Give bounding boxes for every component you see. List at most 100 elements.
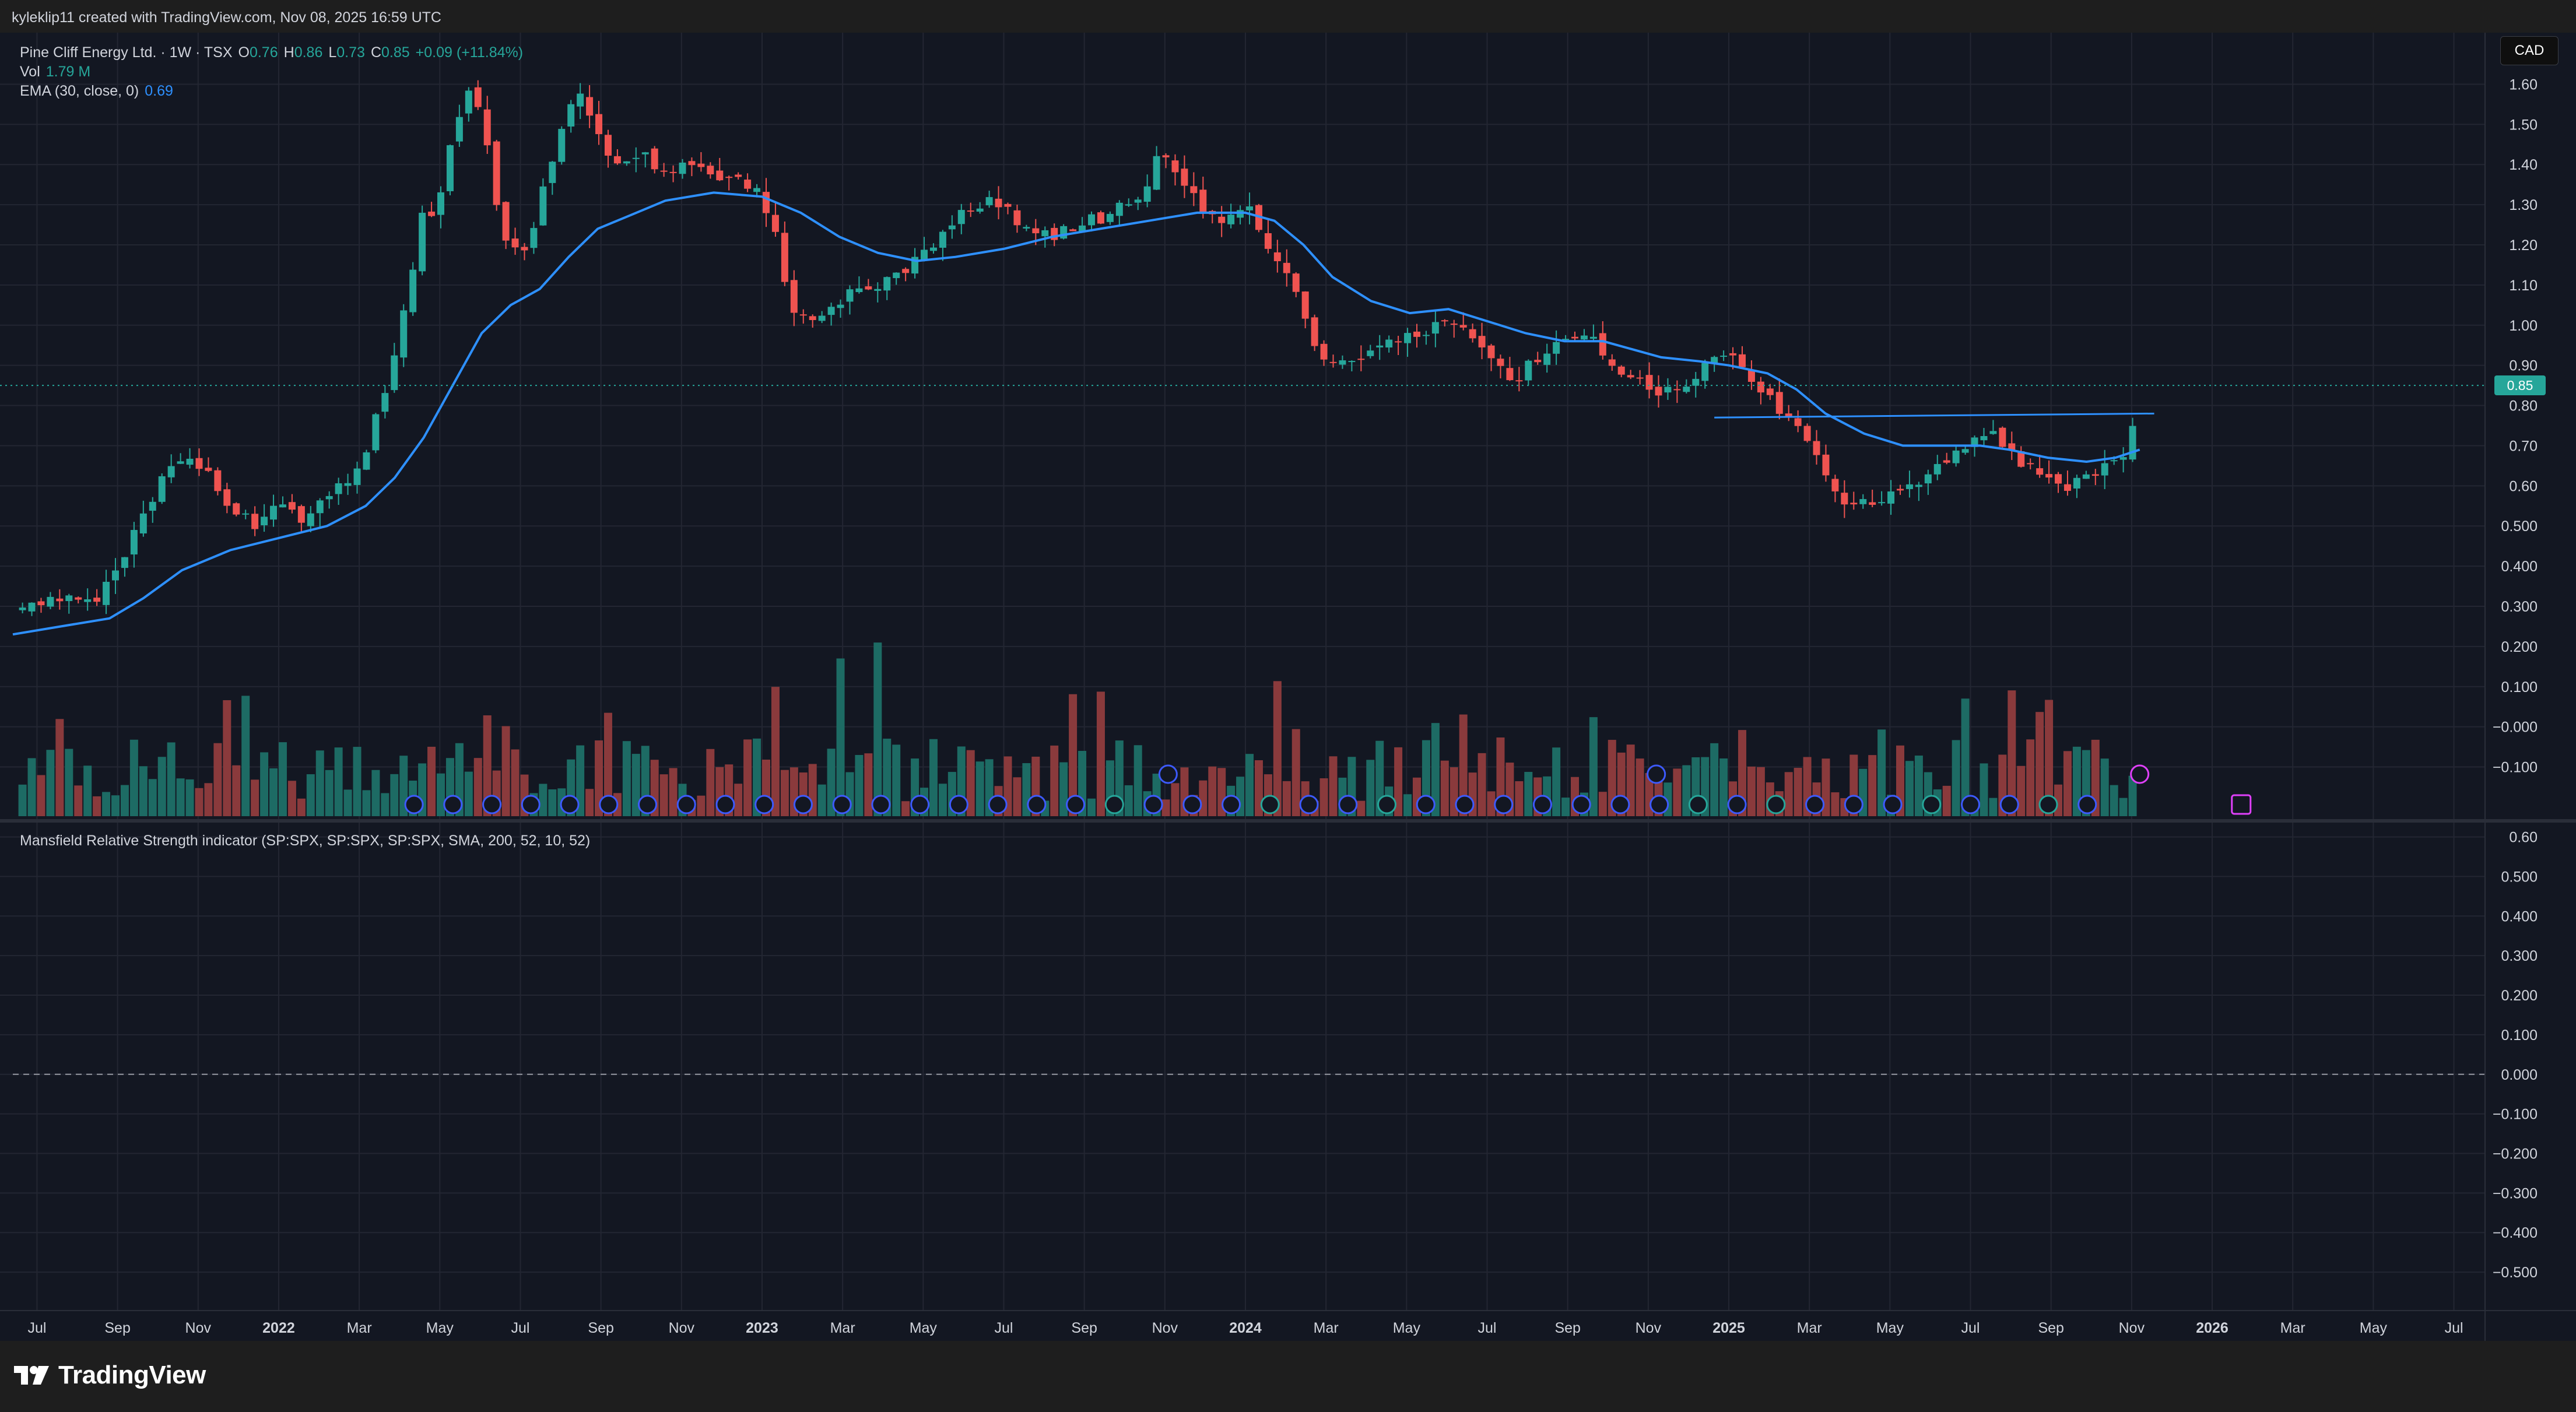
dividend-marker-icon[interactable] <box>599 795 619 814</box>
volume-bar <box>1961 698 1970 816</box>
candle-body <box>1933 463 1941 475</box>
dividend-marker-icon[interactable] <box>521 795 541 814</box>
dividend-marker-icon[interactable] <box>638 795 658 814</box>
volume-bar <box>1319 778 1328 816</box>
y-tick-label: −0.000 <box>2493 719 2538 736</box>
y-tick-label: 0.80 <box>2509 398 2538 415</box>
candle-body <box>1775 392 1783 414</box>
volume-bar <box>204 783 213 816</box>
earnings-marker-icon[interactable] <box>1104 795 1124 814</box>
dividend-marker-icon[interactable] <box>1727 795 1747 814</box>
candle-body <box>1961 449 1969 453</box>
tradingview-logo[interactable]: TradingView <box>13 1361 206 1390</box>
dividend-marker-icon[interactable] <box>1158 764 1178 784</box>
candle-body <box>1413 331 1420 337</box>
dividend-marker-icon[interactable] <box>1610 795 1630 814</box>
dividend-marker-icon[interactable] <box>1066 795 1086 814</box>
dividend-marker-icon[interactable] <box>793 795 813 814</box>
dividend-marker-icon[interactable] <box>1571 795 1591 814</box>
dividend-marker-icon[interactable] <box>443 795 463 814</box>
candle-body <box>688 161 696 166</box>
dividend-marker-icon[interactable] <box>1647 764 1666 784</box>
dividend-marker-icon[interactable] <box>1027 795 1047 814</box>
dividend-marker-icon[interactable] <box>1961 795 1981 814</box>
chart-area[interactable]: 1.60 1.50 1.40 1.30 1.20 1.10 1.00 0.90 0.80 0.70… <box>0 0 2576 1341</box>
earnings-marker-icon[interactable] <box>1260 795 1280 814</box>
dividend-marker-icon[interactable] <box>1222 795 1241 814</box>
candle-body <box>372 414 380 451</box>
candle-body <box>1041 230 1049 237</box>
candle-body <box>158 476 166 502</box>
dividend-marker-icon[interactable] <box>1494 795 1514 814</box>
dividend-marker-icon[interactable] <box>1182 795 1202 814</box>
dividend-marker-icon[interactable] <box>1455 795 1475 814</box>
volume-bar <box>697 795 706 816</box>
dividend-marker-icon[interactable] <box>1883 795 1903 814</box>
volume-bar <box>1133 745 1142 816</box>
volume-bar <box>1980 763 1988 816</box>
dividend-marker-icon[interactable] <box>1650 795 1669 814</box>
dividend-marker-icon[interactable] <box>832 795 852 814</box>
candle-body <box>335 483 342 494</box>
earnings-marker-icon[interactable] <box>1377 795 1396 814</box>
volume-bar <box>548 789 557 816</box>
candle-body <box>660 170 668 172</box>
volume-bar <box>1013 777 1022 816</box>
dividend-marker-icon[interactable] <box>871 795 891 814</box>
candle-body <box>205 468 212 471</box>
volume-bar <box>1905 761 1914 816</box>
candle-body <box>1469 329 1476 339</box>
volume-bar <box>1059 762 1068 816</box>
earnings-marker-icon[interactable] <box>1766 795 1786 814</box>
volume-bar <box>892 744 901 816</box>
earnings-marker-icon[interactable] <box>2038 795 2058 814</box>
dividend-marker-icon[interactable] <box>404 795 424 814</box>
y-tick-label: 0.500 <box>2501 869 2538 885</box>
dividend-marker-icon[interactable] <box>1143 795 1163 814</box>
dividend-marker-icon[interactable] <box>1338 795 1358 814</box>
dividend-marker-icon[interactable] <box>715 795 735 814</box>
indicator-label[interactable]: Mansfield Relative Strength indicator (S… <box>20 833 591 849</box>
candle-body <box>827 307 835 315</box>
ema-label[interactable]: EMA (30, close, 0) <box>20 83 139 99</box>
earnings-marker-icon[interactable] <box>1922 795 1942 814</box>
symbol-title[interactable]: Pine Cliff Energy Ltd. · 1W · TSX <box>20 44 233 61</box>
volume-bar <box>1394 747 1403 816</box>
volume-bar <box>93 796 101 816</box>
dividend-marker-icon[interactable] <box>1999 795 2019 814</box>
dividend-marker-icon[interactable] <box>1299 795 1319 814</box>
dividend-marker-icon[interactable] <box>2077 795 2097 814</box>
candle-body <box>651 148 658 170</box>
volume-bar <box>1124 785 1133 816</box>
volume-bar <box>855 754 864 816</box>
dividend-marker-icon[interactable] <box>988 795 1008 814</box>
dividend-marker-icon[interactable] <box>910 795 930 814</box>
dividend-marker-icon[interactable] <box>1416 795 1436 814</box>
dividend-marker-icon[interactable] <box>676 795 696 814</box>
x-tick-label: May <box>910 1320 938 1336</box>
candle-body <box>1292 273 1300 292</box>
y-tick-label: −0.200 <box>2493 1146 2538 1162</box>
volume-bar <box>1199 780 1208 816</box>
split-marker-icon[interactable] <box>2130 764 2150 784</box>
volume-label[interactable]: Vol <box>20 64 40 80</box>
candle-body <box>1655 387 1662 396</box>
dividend-marker-icon[interactable] <box>754 795 774 814</box>
dividend-marker-icon[interactable] <box>482 795 502 814</box>
future-earnings-marker-icon[interactable] <box>2231 794 2252 815</box>
candle-body <box>233 503 240 515</box>
dividend-marker-icon[interactable] <box>949 795 968 814</box>
dividend-marker-icon[interactable] <box>1844 795 1863 814</box>
earnings-marker-icon[interactable] <box>1688 795 1708 814</box>
dividend-marker-icon[interactable] <box>1805 795 1825 814</box>
currency-button[interactable]: CAD <box>2500 36 2559 65</box>
tradingview-logo-icon <box>14 1366 49 1385</box>
dividend-marker-icon[interactable] <box>560 795 580 814</box>
candle-body <box>707 166 714 175</box>
x-tick-label: Sep <box>1554 1320 1580 1336</box>
dividend-marker-icon[interactable] <box>1532 795 1552 814</box>
y-tick-label: −0.100 <box>2493 760 2538 776</box>
candle-body <box>1617 366 1625 375</box>
candle-body <box>679 162 686 174</box>
volume-bar <box>1515 781 1524 816</box>
